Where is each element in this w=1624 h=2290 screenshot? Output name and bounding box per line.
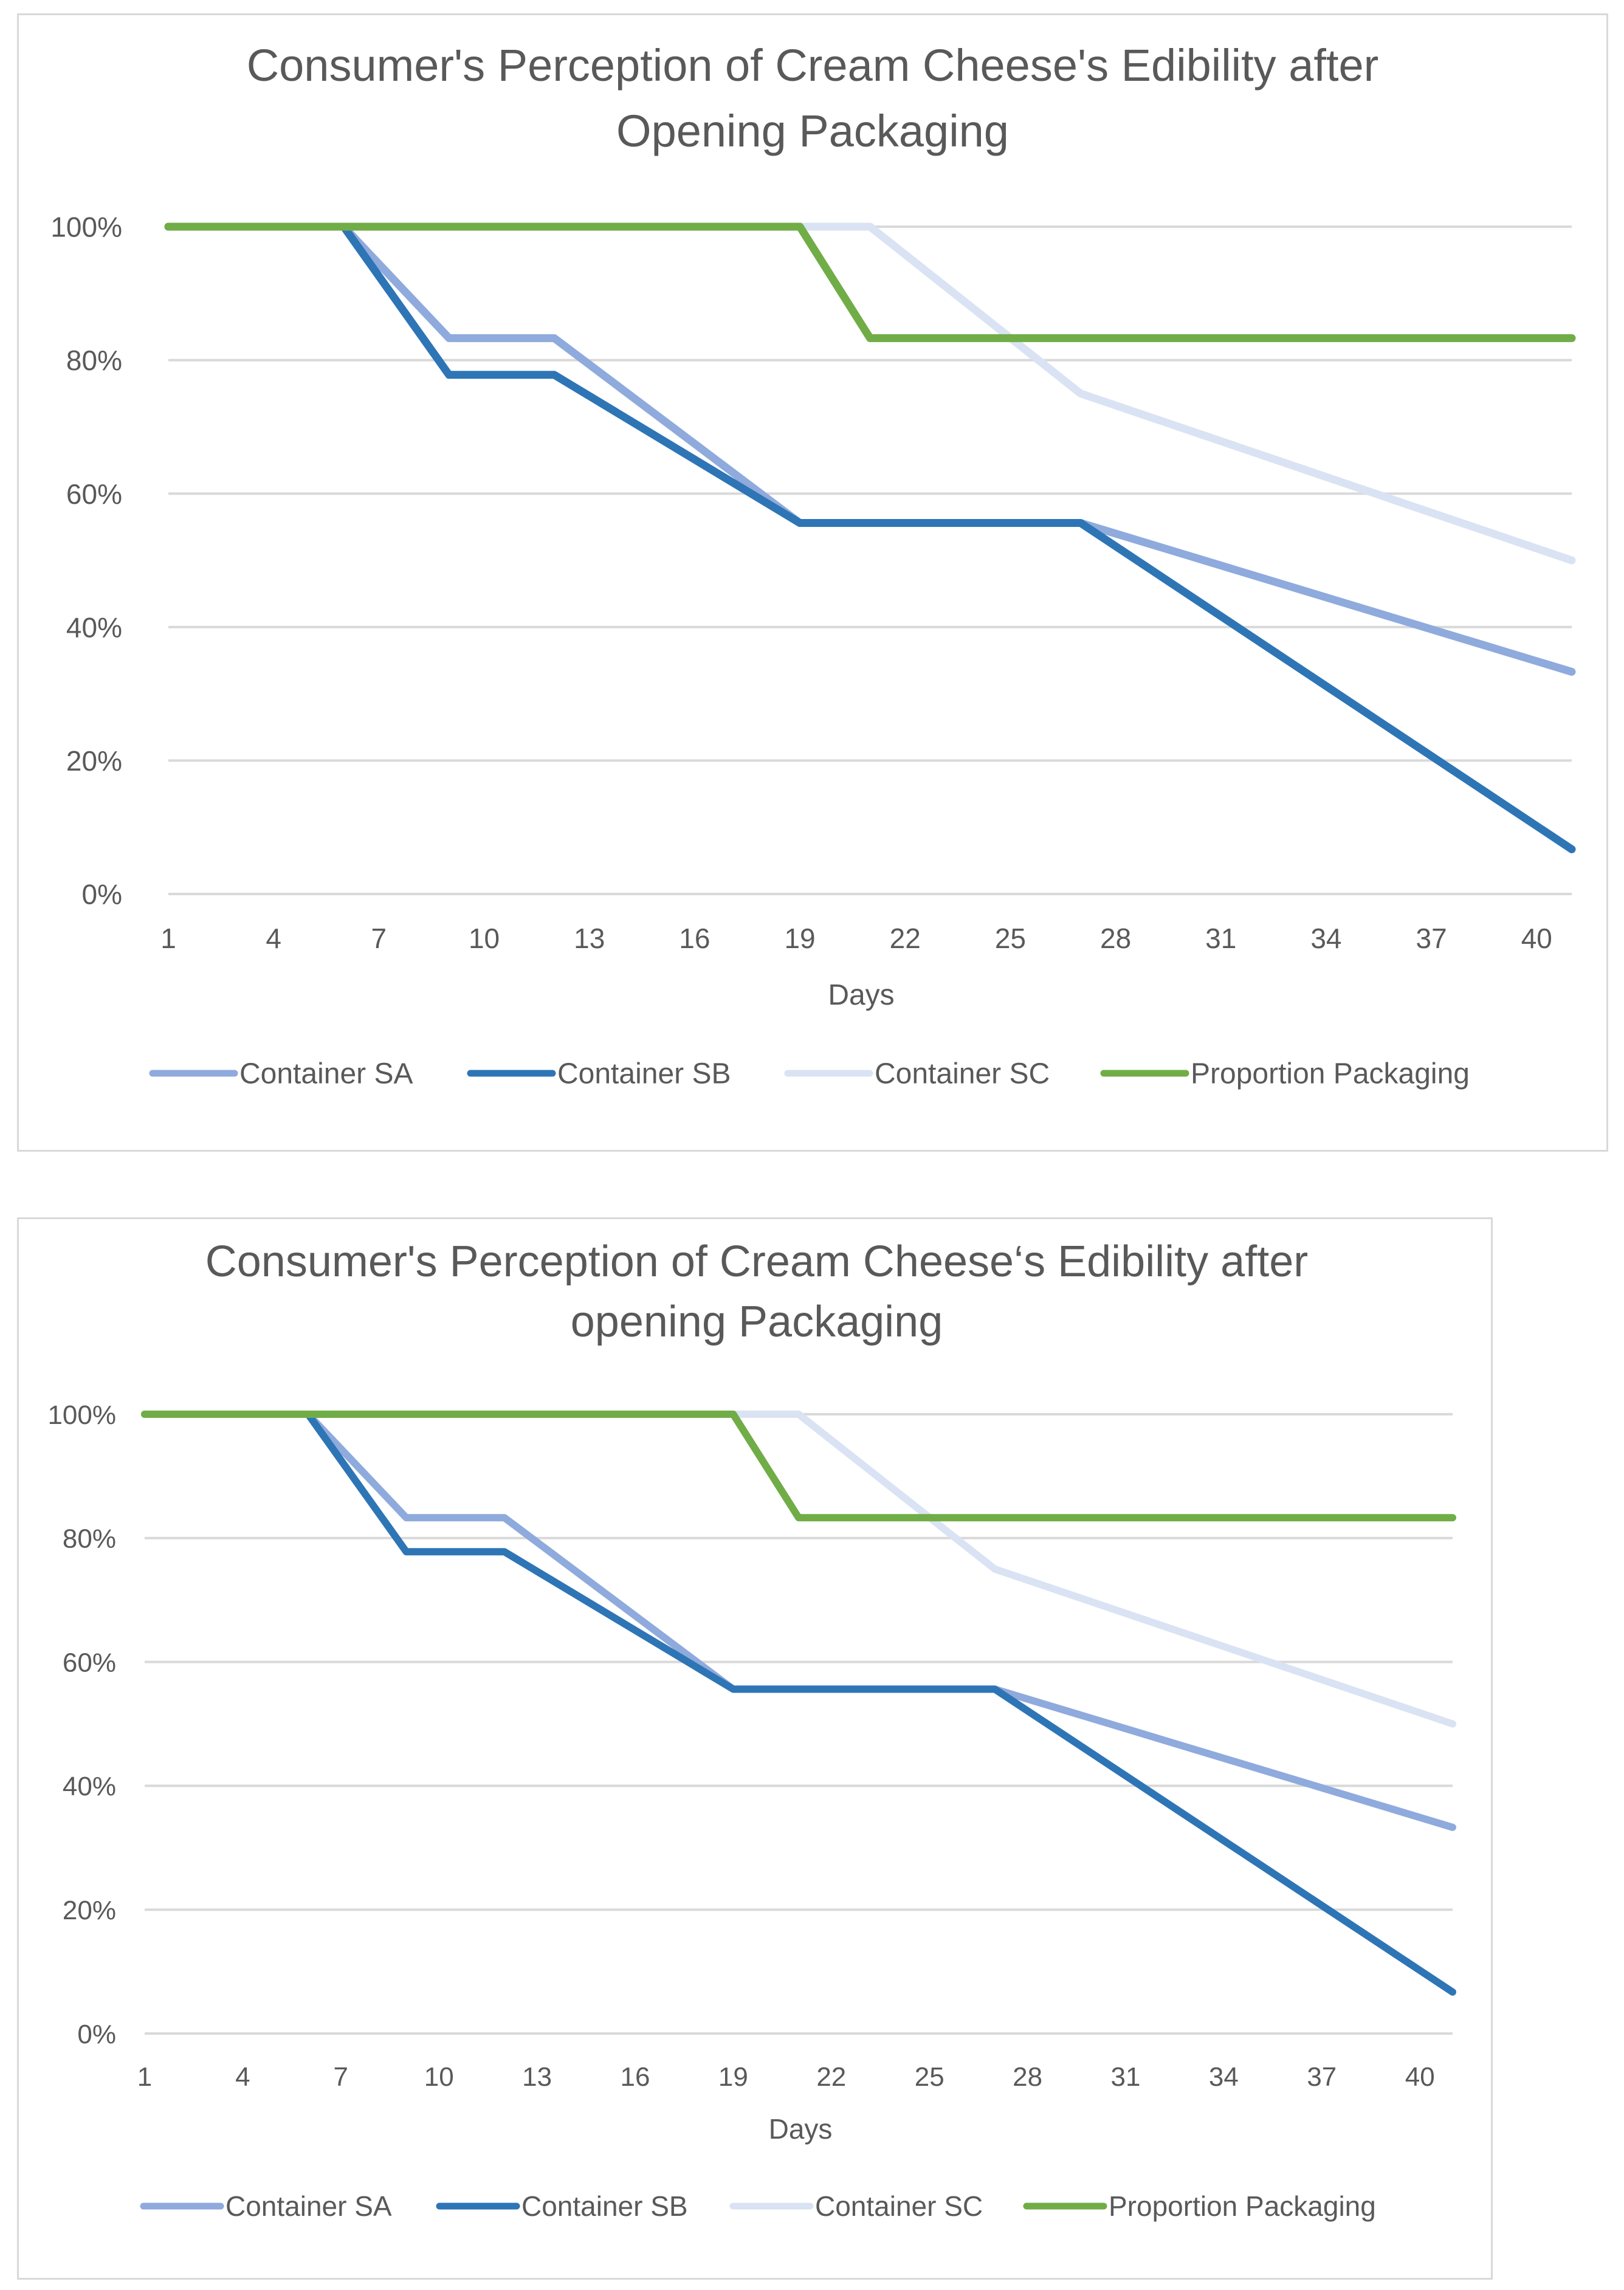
x-tick-label: 31	[1205, 923, 1236, 954]
chart-title-line: Opening Packaging	[616, 106, 1009, 156]
x-tick-label: 1	[160, 923, 176, 954]
x-tick-label: 4	[235, 2062, 250, 2092]
x-tick-label: 19	[718, 2062, 748, 2092]
x-axis-label: Days	[769, 2113, 833, 2145]
x-tick-label: 31	[1111, 2062, 1141, 2092]
series-line-container-sa	[164, 222, 1576, 676]
legend-label-container-sb: Container SB	[521, 2190, 688, 2222]
x-tick-label: 4	[266, 923, 281, 954]
x-tick-label: 40	[1521, 923, 1552, 954]
x-tick-label: 1	[137, 2062, 152, 2092]
legend-label-proportion-packaging: Proportion Packaging	[1109, 2190, 1376, 2222]
y-tick-label: 20%	[63, 1896, 116, 1925]
legend-label-container-sa: Container SA	[225, 2190, 392, 2222]
legend-label-container-sb: Container SB	[557, 1058, 731, 1090]
y-tick-label: 80%	[63, 1524, 116, 1554]
y-tick-label: 40%	[66, 611, 122, 643]
y-tick-label: 20%	[66, 745, 122, 777]
x-tick-label: 28	[1100, 923, 1131, 954]
x-tick-label: 7	[371, 923, 387, 954]
chart-panel-2: Consumer's Perception of Cream Cheese‘s …	[17, 1217, 1493, 2280]
line-chart-1: Consumer's Perception of Cream Cheese's …	[50, 40, 1576, 1090]
x-tick-label: 10	[424, 2062, 454, 2092]
series-line-container-sb	[164, 222, 1576, 853]
chart-title-line: Consumer's Perception of Cream Cheese's …	[247, 40, 1379, 91]
series-line-proportion-packaging	[164, 222, 1576, 342]
y-tick-label: 0%	[82, 879, 122, 910]
x-tick-label: 7	[334, 2062, 348, 2092]
x-tick-label: 16	[621, 2062, 650, 2092]
x-tick-label: 10	[469, 923, 500, 954]
y-tick-label: 60%	[63, 1648, 116, 1677]
series-line-container-sb	[141, 1411, 1456, 1996]
y-tick-label: 100%	[47, 1400, 116, 1430]
legend-label-proportion-packaging: Proportion Packaging	[1191, 1058, 1470, 1090]
x-tick-label: 13	[522, 2062, 552, 2092]
x-tick-label: 25	[995, 923, 1026, 954]
series-line-proportion-packaging	[141, 1411, 1456, 1522]
x-tick-label: 37	[1307, 2062, 1337, 2092]
y-tick-label: 0%	[77, 2020, 116, 2049]
x-tick-label: 25	[915, 2062, 944, 2092]
chart-title-line: Consumer's Perception of Cream Cheese‘s …	[205, 1237, 1309, 1286]
y-tick-label: 80%	[66, 345, 122, 376]
legend-label-container-sc: Container SC	[815, 2190, 983, 2222]
x-tick-label: 19	[784, 923, 815, 954]
line-chart-2: Consumer's Perception of Cream Cheese‘s …	[47, 1237, 1456, 2222]
x-tick-label: 40	[1405, 2062, 1435, 2092]
x-tick-label: 34	[1209, 2062, 1239, 2092]
y-tick-label: 60%	[66, 478, 122, 510]
x-tick-label: 13	[574, 923, 605, 954]
chart-title-line: opening Packaging	[571, 1298, 943, 1346]
x-tick-label: 34	[1310, 923, 1341, 954]
x-tick-label: 22	[890, 923, 921, 954]
y-tick-label: 40%	[63, 1772, 116, 1801]
x-tick-label: 37	[1416, 923, 1447, 954]
series-line-container-sa	[141, 1411, 1456, 1831]
x-tick-label: 22	[816, 2062, 846, 2092]
x-axis-label: Days	[828, 979, 894, 1011]
legend-label-container-sa: Container SA	[239, 1058, 413, 1090]
y-tick-label: 100%	[50, 211, 122, 243]
legend-label-container-sc: Container SC	[875, 1058, 1050, 1090]
x-tick-label: 16	[679, 923, 710, 954]
x-tick-label: 28	[1013, 2062, 1042, 2092]
chart-panel-1: Consumer's Perception of Cream Cheese's …	[17, 13, 1608, 1152]
